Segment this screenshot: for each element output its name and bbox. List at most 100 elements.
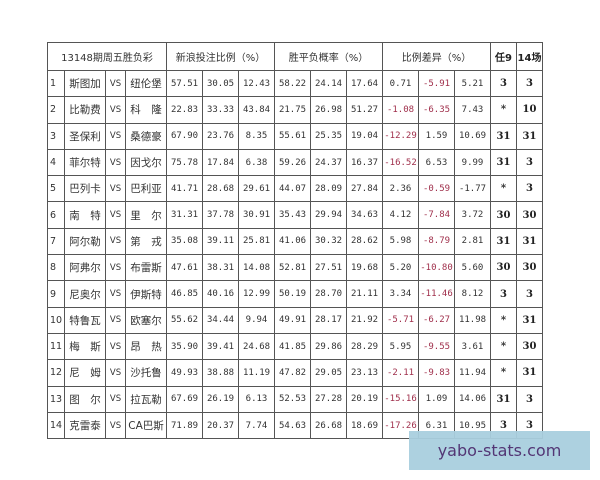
match-number: 5 [47, 175, 65, 203]
probability-cell: 27.84 [346, 175, 383, 203]
home-team: 图 尔 [64, 385, 106, 413]
sina-ratio-cell: 43.84 [238, 96, 275, 124]
probability-cell: 21.92 [346, 306, 383, 334]
diff-cell: 9.99 [454, 148, 491, 177]
diff-cell: 6.53 [418, 148, 455, 177]
ren9-pick: * [490, 175, 517, 203]
14games-pick: 3 [516, 148, 543, 177]
diff-cell: 1.09 [418, 385, 455, 413]
14games-pick: 31 [516, 122, 543, 150]
sina-ratio-cell: 39.41 [202, 332, 239, 361]
away-team: 科 隆 [125, 96, 167, 124]
vs-label: VS [105, 175, 126, 203]
match-number: 10 [47, 306, 65, 334]
table-row: 13 图 尔 VS 拉瓦勒 67.69 26.19 6.13 52.53 27.28 20.19-… [47, 385, 543, 413]
sina-ratio-cell: 41.71 [166, 175, 203, 203]
probability-cell: 52.53 [274, 385, 311, 413]
away-team: 昂 热 [125, 332, 167, 361]
probability-cell: 27.28 [310, 385, 347, 413]
probability-cell: 50.19 [274, 280, 311, 308]
probability-cell: 29.86 [310, 332, 347, 361]
header-title: 13148期周五胜负彩 [47, 42, 167, 71]
14games-pick: 30 [516, 254, 543, 282]
diff-cell: -9.83 [418, 359, 455, 387]
sina-ratio-cell: 71.89 [166, 411, 203, 440]
match-number: 2 [47, 96, 65, 124]
watermark: yabo-stats.com [409, 431, 590, 470]
probability-cell: 23.13 [346, 359, 383, 387]
home-team: 南 特 [64, 201, 106, 229]
diff-cell: 11.98 [454, 306, 491, 334]
vs-label: VS [105, 332, 126, 361]
header-sina-ratio: 新浪投注比例（%） [166, 42, 275, 71]
diff-cell: 3.34 [382, 280, 419, 308]
vs-label: VS [105, 359, 126, 387]
match-number: 12 [47, 359, 65, 387]
probability-cell: 44.07 [274, 175, 311, 203]
table-row: 1 斯图加 VS 纽伦堡 57.51 30.05 12.43 58.22 24.14 17.64 0… [47, 69, 543, 98]
match-number: 11 [47, 332, 65, 361]
sina-ratio-cell: 55.62 [166, 306, 203, 334]
sina-ratio-cell: 40.16 [202, 280, 239, 308]
14games-pick: 3 [516, 280, 543, 308]
ren9-pick: 31 [490, 148, 517, 177]
sina-ratio-cell: 29.61 [238, 175, 275, 203]
away-team: 伊斯特 [125, 280, 167, 308]
ren9-pick: 3 [490, 280, 517, 308]
sina-ratio-cell: 47.61 [166, 254, 203, 282]
14games-pick: 31 [516, 306, 543, 334]
probability-cell: 24.37 [310, 148, 347, 177]
home-team: 斯图加 [64, 69, 106, 98]
diff-cell: -6.35 [418, 96, 455, 124]
diff-cell: 1.59 [418, 122, 455, 150]
probability-cell: 35.43 [274, 201, 311, 229]
14games-pick: 10 [516, 96, 543, 124]
home-team: 克雷泰 [64, 411, 106, 440]
diff-cell: 2.36 [382, 175, 419, 203]
sina-ratio-cell: 39.11 [202, 227, 239, 256]
home-team: 圣保利 [64, 122, 106, 150]
vs-label: VS [105, 227, 126, 256]
vs-label: VS [105, 148, 126, 177]
away-team: 里 尔 [125, 201, 167, 229]
probability-cell: 54.63 [274, 411, 311, 440]
vs-label: VS [105, 254, 126, 282]
vs-label: VS [105, 201, 126, 229]
vs-label: VS [105, 96, 126, 124]
sina-ratio-cell: 57.51 [166, 69, 203, 98]
home-team: 阿尔勒 [64, 227, 106, 256]
14games-pick: 31 [516, 227, 543, 256]
vs-label: VS [105, 122, 126, 150]
table-row: 5 巴列卡 VS 巴利亚 41.71 28.68 29.61 44.07 28.09 27.84 2… [47, 175, 543, 203]
diff-cell: 3.72 [454, 201, 491, 229]
home-team: 巴列卡 [64, 175, 106, 203]
away-team: CA巴斯 [125, 411, 167, 440]
sina-ratio-cell: 12.43 [238, 69, 275, 98]
table-row: 12 尼 姆 VS 沙托鲁 49.93 38.88 11.19 47.82 29.05 23.13… [47, 359, 543, 387]
probability-cell: 49.91 [274, 306, 311, 334]
diff-cell: -15.16 [382, 385, 419, 413]
ren9-pick: * [490, 96, 517, 124]
probability-cell: 19.04 [346, 122, 383, 150]
probability-cell: 17.64 [346, 69, 383, 98]
probability-cell: 47.82 [274, 359, 311, 387]
14games-pick: 31 [516, 359, 543, 387]
sina-ratio-cell: 75.78 [166, 148, 203, 177]
sina-ratio-cell: 24.68 [238, 332, 275, 361]
ren9-pick: 31 [490, 122, 517, 150]
away-team: 欧塞尔 [125, 306, 167, 334]
sina-ratio-cell: 17.84 [202, 148, 239, 177]
sina-ratio-cell: 35.08 [166, 227, 203, 256]
table-row: 7 阿尔勒 VS 第 戎 35.08 39.11 25.81 41.06 30.32 28.62 5… [47, 227, 543, 256]
14games-pick: 3 [516, 385, 543, 413]
diff-cell: 5.20 [382, 254, 419, 282]
ren9-pick: 31 [490, 385, 517, 413]
sina-ratio-cell: 28.68 [202, 175, 239, 203]
home-team: 梅 斯 [64, 332, 106, 361]
away-team: 巴利亚 [125, 175, 167, 203]
ren9-pick: * [490, 359, 517, 387]
home-team: 阿弗尔 [64, 254, 106, 282]
match-number: 8 [47, 254, 65, 282]
match-number: 7 [47, 227, 65, 256]
sina-ratio-cell: 30.05 [202, 69, 239, 98]
